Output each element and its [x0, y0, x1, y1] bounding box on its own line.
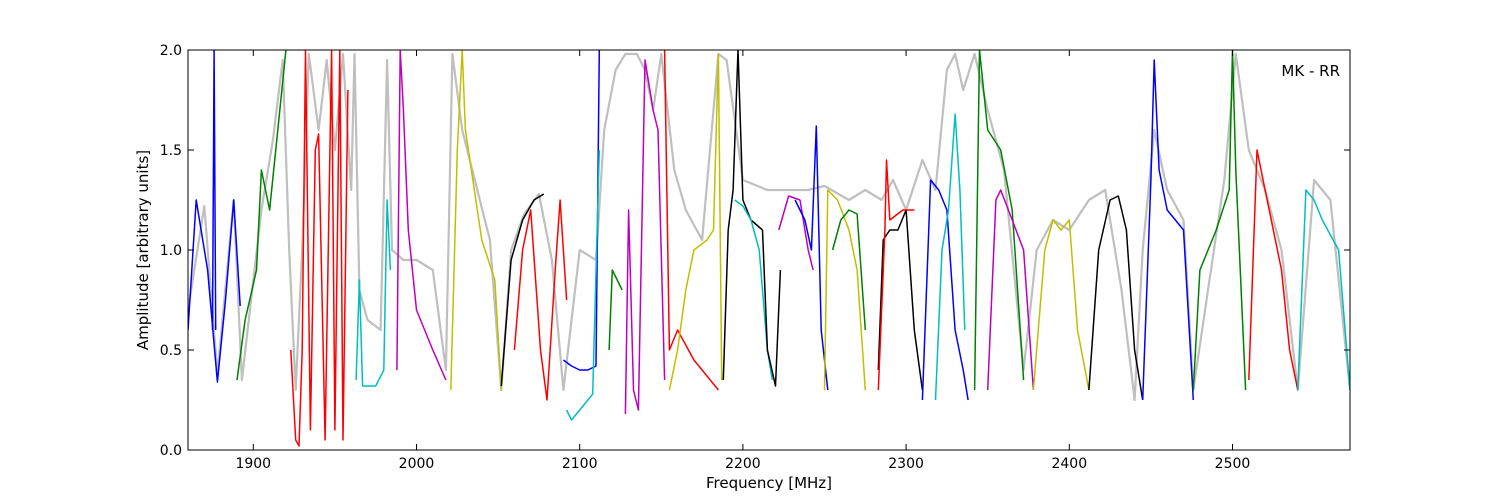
- y-tick-label-1: 0.5: [160, 343, 182, 359]
- series-line-2: [236, 50, 287, 381]
- series-line-30: [1141, 59, 1195, 401]
- x-tick-label-2200: 2200: [725, 456, 761, 472]
- y-tick-label-3: 1.5: [160, 143, 182, 159]
- y-tick-label-0: 0.0: [160, 443, 182, 459]
- series-line-27: [986, 189, 1035, 391]
- series-line-25: [934, 113, 966, 401]
- series-line-8: [513, 199, 568, 401]
- series-line-13: [663, 50, 719, 391]
- x-tick-label-2400: 2400: [1051, 456, 1087, 472]
- series-line-29: [1088, 195, 1144, 401]
- series-line-23: [877, 159, 915, 391]
- series-line-5: [396, 50, 447, 381]
- tick-layer: 1900 2000 2100 2200 2300 2400 2500 0.0 0.5 1.0 1.5…: [160, 43, 1350, 472]
- x-tick-label-2300: 2300: [888, 456, 924, 472]
- background-spectrum-line: [188, 52, 1350, 402]
- series-line-21: [831, 209, 867, 331]
- x-axis-label: Frequency [MHz]: [706, 474, 832, 492]
- y-tick-label-4: 2.0: [160, 43, 182, 59]
- series-line-11: [608, 269, 623, 351]
- series-line-17: [761, 229, 782, 387]
- series-line-4: [355, 199, 392, 387]
- x-tick-label-2000: 2000: [399, 456, 435, 472]
- series-line-22: [877, 209, 924, 391]
- x-tick-label-2500: 2500: [1215, 456, 1251, 472]
- series-line-6: [450, 50, 503, 391]
- series-line-32: [1248, 149, 1299, 391]
- series-line-9: [562, 50, 601, 371]
- series-line-18: [778, 195, 814, 271]
- series-line-7: [500, 193, 545, 387]
- series-line-12: [624, 59, 666, 415]
- series-line-31: [1192, 50, 1247, 391]
- series-line-20: [823, 189, 867, 391]
- chart-annotation: MK - RR: [1281, 62, 1340, 80]
- y-axis-label: Amplitude [arbitrary units]: [134, 150, 152, 350]
- series-line-0: [188, 199, 241, 383]
- series-line-26: [973, 50, 1025, 391]
- series-line-10: [565, 149, 601, 421]
- series-line-3: [290, 50, 349, 447]
- series-line-1: [211, 50, 217, 331]
- background-spectrum-layer: [188, 52, 1350, 402]
- series-line-28: [1032, 219, 1090, 391]
- x-tick-label-1900: 1900: [235, 456, 271, 472]
- series-line-19: [794, 125, 829, 391]
- series-line-33: [1297, 189, 1350, 391]
- series-line-14: [668, 53, 723, 391]
- y-tick-label-2: 1.0: [160, 243, 182, 259]
- series-line-24: [921, 179, 969, 401]
- x-tick-label-2100: 2100: [562, 456, 598, 472]
- series-layer: [188, 50, 1350, 447]
